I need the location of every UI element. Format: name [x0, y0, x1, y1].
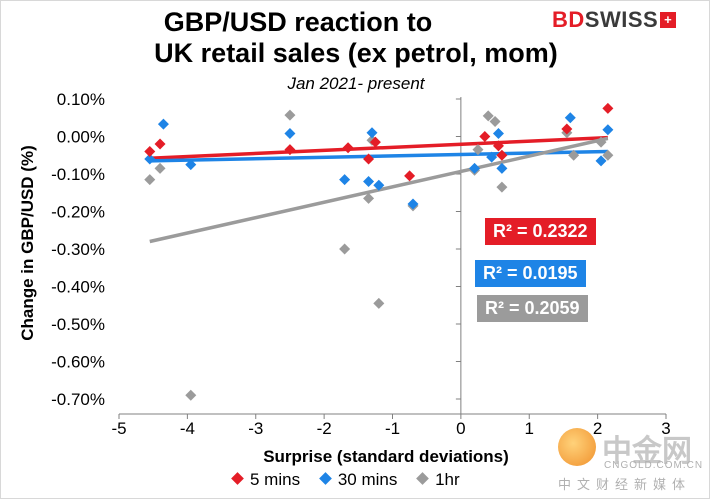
tick-labels: -5 -4 -3 -2 -1 0 1 2 3 0.10% 0.00% -0.10% -0.20% -0.3… — [51, 90, 671, 438]
legend-marker-30mins — [318, 472, 332, 485]
y-tick-label: -0.60% — [51, 353, 105, 372]
point-30mins — [284, 128, 296, 139]
x-tick-label: -5 — [111, 419, 126, 438]
point-30mins — [185, 159, 197, 171]
bdswiss-logo: BDSWISS + — [552, 7, 677, 33]
point-5mins — [496, 149, 508, 161]
cngold-watermark: 中金网 CNGOLD.COM.CN 中文财经新媒体 — [554, 424, 709, 496]
y-tick-label: -0.40% — [51, 278, 105, 297]
point-30mins — [363, 176, 375, 187]
point-30mins — [486, 151, 498, 163]
y-tick-label: 0.00% — [57, 128, 105, 147]
legend-item-5mins: 5 mins — [231, 470, 301, 490]
watermark-tagline: 中文财经新媒体 — [558, 477, 692, 492]
point-5mins — [284, 144, 296, 156]
point-5mins — [479, 131, 491, 142]
x-tick-label: 0 — [456, 419, 465, 438]
logo-text-swiss: SWISS — [584, 7, 659, 32]
point-5mins — [561, 123, 573, 135]
x-tick-label: 1 — [525, 419, 534, 438]
r2-label-1hr: R² = 0.2059 — [477, 295, 588, 322]
point-30mins — [144, 153, 156, 165]
legend-marker-5mins — [231, 472, 244, 485]
legend-label-30mins: 30 mins — [337, 470, 398, 489]
trendline-0 — [149, 135, 608, 160]
legend: 5 mins 30 mins 1hr — [231, 470, 476, 490]
logo-plus-icon: + — [660, 12, 677, 28]
point-1hr — [489, 116, 501, 127]
x-tick-label: -2 — [317, 419, 332, 438]
r2-label-5mins: R² = 0.2322 — [485, 218, 596, 245]
y-tick-label: -0.50% — [51, 315, 105, 334]
point-1hr — [284, 109, 296, 121]
point-30mins — [373, 179, 385, 191]
point-30mins — [602, 124, 614, 136]
data-points — [144, 102, 614, 401]
y-tick-label: -0.70% — [51, 390, 105, 409]
point-30mins — [339, 174, 351, 186]
point-1hr — [339, 243, 351, 255]
x-tick-label: -3 — [248, 419, 263, 438]
chart-title-line2: UK retail sales (ex petrol, mom) — [154, 38, 558, 68]
legend-item-30mins: 30 mins — [318, 470, 398, 490]
legend-item-1hr: 1hr — [416, 470, 460, 490]
logo-text-bd: BD — [552, 7, 585, 32]
point-1hr — [602, 149, 614, 161]
trendline-1 — [149, 149, 608, 163]
point-30mins — [407, 198, 419, 210]
point-30mins — [469, 162, 481, 174]
cngold-logo-icon — [558, 428, 596, 466]
chart-subtitle: Jan 2021- present — [287, 74, 425, 93]
legend-label-1hr: 1hr — [435, 470, 460, 489]
point-1hr — [568, 149, 580, 161]
point-5mins — [342, 142, 354, 154]
point-5mins — [154, 138, 166, 150]
point-5mins — [144, 146, 156, 157]
y-tick-label: 0.10% — [57, 90, 105, 109]
point-1hr — [472, 144, 484, 156]
x-axis-label: Surprise (standard deviations) — [263, 447, 509, 466]
legend-label-5mins: 5 mins — [250, 470, 301, 489]
x-tick-label: -4 — [180, 419, 195, 438]
legend-marker-1hr — [416, 472, 429, 485]
point-30mins — [366, 127, 378, 139]
y-tick-label: -0.30% — [51, 240, 105, 259]
y-tick-label: -0.10% — [51, 165, 105, 184]
point-1hr — [496, 181, 508, 193]
point-1hr — [363, 192, 375, 204]
watermark-url: CNGOLD.COM.CN — [604, 460, 704, 471]
point-30mins — [157, 118, 169, 130]
point-5mins — [363, 153, 375, 165]
r2-label-30mins: R² = 0.0195 — [475, 260, 586, 287]
point-1hr — [144, 174, 156, 186]
y-tick-label: -0.20% — [51, 203, 105, 222]
point-1hr — [482, 110, 494, 122]
point-5mins — [492, 140, 504, 152]
point-5mins — [404, 170, 416, 182]
x-tick-label: 3 — [661, 419, 670, 438]
point-1hr — [185, 389, 197, 401]
point-30mins — [496, 162, 508, 174]
point-30mins — [564, 112, 576, 124]
point-5mins — [602, 102, 614, 114]
point-30mins — [492, 128, 504, 139]
point-1hr — [373, 297, 385, 309]
point-1hr — [154, 162, 166, 174]
chart-title-line1: GBP/USD reaction to — [163, 7, 433, 37]
point-5mins — [369, 136, 381, 148]
point-30mins — [595, 155, 607, 167]
watermark-brand: 中金网 — [602, 435, 692, 468]
x-tick-label: -1 — [385, 419, 400, 438]
point-1hr — [595, 136, 607, 148]
x-tick-label: 2 — [593, 419, 602, 438]
